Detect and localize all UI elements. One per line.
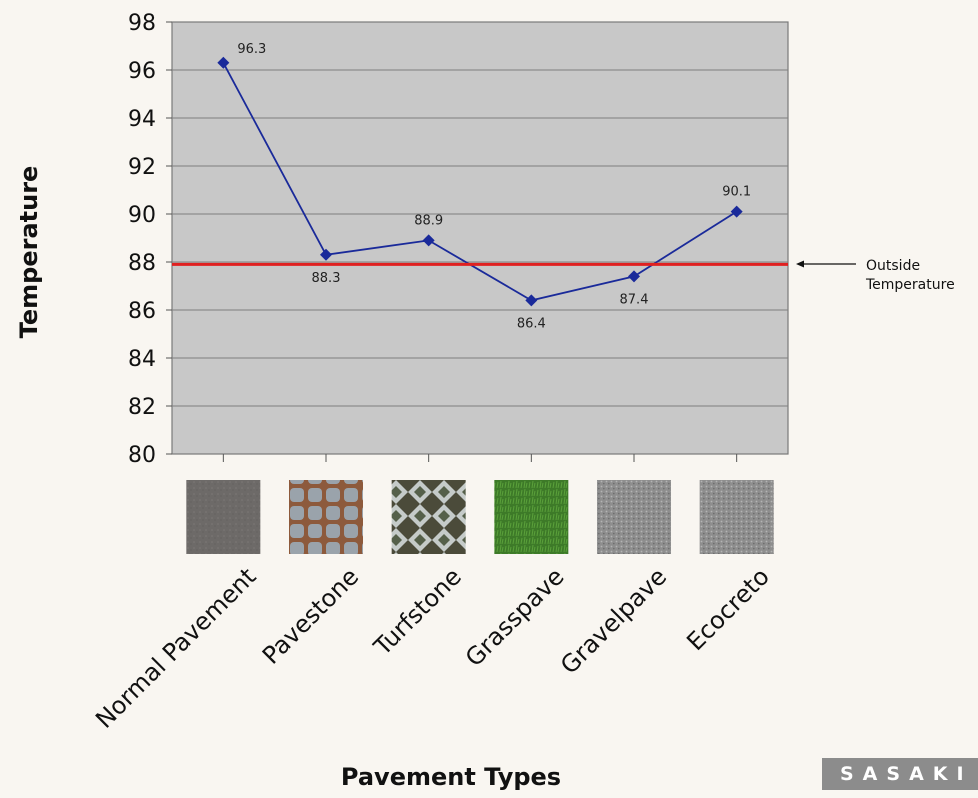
y-tick-label: 82 — [128, 395, 156, 420]
data-label: 96.3 — [237, 42, 266, 57]
data-point-marker — [320, 248, 332, 261]
data-label: 88.9 — [414, 213, 443, 228]
x-category-label: Turfstone — [368, 562, 467, 661]
x-category-label: Ecocreto — [681, 562, 775, 656]
outside-temperature-label-line2: Temperature — [865, 277, 955, 293]
x-category-label: Grasspave — [460, 562, 570, 672]
sasaki-logo: SASAKI — [822, 758, 978, 790]
grasspave-swatch — [494, 480, 569, 554]
data-point-marker — [422, 234, 435, 247]
data-label: 90.1 — [722, 185, 751, 200]
data-point-marker — [628, 270, 640, 283]
data-label: 86.4 — [517, 316, 546, 331]
annotation-arrow-head — [796, 260, 804, 268]
x-category-label: Gravelpave — [555, 562, 672, 679]
y-tick-label: 92 — [128, 155, 156, 180]
data-label: 88.3 — [312, 271, 341, 286]
outside-temperature-label-line1: Outside — [866, 258, 920, 274]
y-tick-label: 86 — [128, 299, 156, 324]
turfstone-swatch — [391, 480, 466, 554]
y-axis: 80 82 84 86 88 90 92 94 96 98 — [128, 11, 788, 468]
gravelpave-swatch — [597, 480, 671, 554]
y-tick-label: 90 — [128, 203, 156, 228]
x-axis-title: Pavement Types — [341, 763, 561, 791]
plot-background — [171, 21, 789, 455]
x-category-label: Pavestone — [257, 562, 364, 669]
data-point-marker — [730, 205, 743, 218]
data-point-marker — [525, 294, 538, 307]
x-category-label: Normal Pavement — [90, 562, 261, 733]
pavestone-swatch — [289, 480, 363, 554]
y-tick-label: 94 — [128, 107, 156, 132]
normal-pavement-swatch — [186, 480, 261, 554]
y-tick-label: 96 — [128, 59, 156, 84]
y-tick-label: 88 — [128, 251, 156, 276]
data-label: 87.4 — [620, 292, 649, 307]
plot-area — [171, 21, 789, 455]
data-labels: 96.3 88.3 88.9 86.4 87.4 90.1 — [237, 42, 751, 332]
pavement-swatches — [186, 480, 774, 554]
y-tick-label: 84 — [128, 347, 156, 372]
data-point-marker — [217, 56, 230, 69]
y-axis-title: Temperature — [15, 166, 43, 339]
y-tick-label: 80 — [128, 443, 156, 468]
ecocreto-swatch — [699, 480, 774, 554]
y-tick-label: 98 — [128, 11, 156, 36]
